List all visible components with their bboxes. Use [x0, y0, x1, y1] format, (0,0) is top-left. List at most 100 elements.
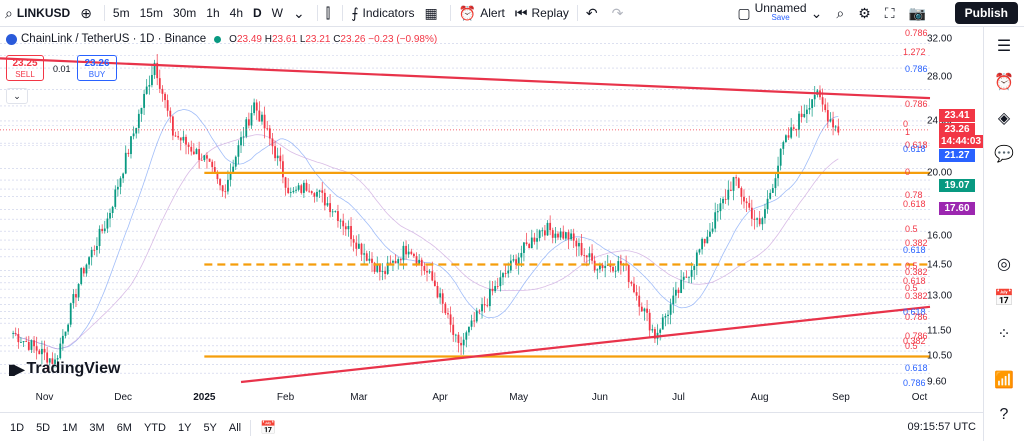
candle: [255, 99, 258, 120]
range-6m[interactable]: 6M: [116, 421, 132, 434]
candle: [811, 99, 814, 117]
alerts-icon[interactable]: ⏰: [994, 74, 1014, 91]
top-toolbar: ⌕ LINKUSD ⊕ 5m 15m 30m 1h 4h D W ⌄ ⫿ ⨍ I…: [0, 0, 1024, 27]
sell-button[interactable]: 23.25 SELL: [6, 55, 44, 81]
candle: [805, 104, 808, 124]
fib-level-label: 0.786: [903, 378, 926, 388]
candle: [132, 126, 135, 140]
help-icon[interactable]: ?: [999, 406, 1009, 423]
candle-body: [158, 78, 161, 89]
snapshot-button[interactable]: 📷: [904, 0, 935, 26]
layers-icon[interactable]: ◈: [997, 110, 1011, 127]
buy-button[interactable]: 23.26 BUY: [77, 55, 117, 81]
replay-button[interactable]: ⏮ Replay: [510, 0, 574, 26]
candle-body: [337, 211, 339, 221]
candle: [439, 287, 442, 304]
bottom-toolbar: 1D 5D 1M 3M 6M YTD 1Y 5Y All 📅 09:15:57 …: [0, 412, 984, 442]
candle: [27, 335, 30, 351]
chart-type-button[interactable]: ⫿: [321, 0, 339, 26]
candle: [227, 170, 229, 195]
layout-name[interactable]: ▢ Unnamed Save ⌄: [732, 0, 831, 26]
streams-icon[interactable]: 📶: [994, 372, 1014, 389]
candle-body: [33, 340, 35, 347]
candle-body: [549, 222, 552, 231]
chat-icon[interactable]: 💬: [994, 146, 1014, 163]
price-tag: 14:44:03: [939, 135, 983, 148]
publish-button[interactable]: Publish: [954, 2, 1018, 24]
spread-value: 0.01: [53, 64, 71, 74]
candle: [342, 213, 345, 236]
clock[interactable]: 09:15:57 UTC: [907, 421, 976, 433]
interval-d[interactable]: D: [248, 0, 267, 26]
candle-body: [627, 264, 630, 282]
range-1d[interactable]: 1D: [10, 421, 25, 434]
candle-body: [378, 264, 381, 272]
fib-level-label: 0.618: [903, 307, 926, 317]
candle-body: [826, 110, 829, 122]
candle-body: [135, 127, 138, 134]
symbol-search[interactable]: ⌕ LINKUSD: [0, 0, 75, 26]
fullscreen-button[interactable]: ⛶: [880, 0, 904, 26]
undo-button[interactable]: ↶: [581, 0, 607, 26]
templates-button[interactable]: ▦: [420, 0, 447, 26]
candle-body: [418, 259, 421, 265]
interval-30m[interactable]: 30m: [168, 0, 201, 26]
fib-level-label: 0: [905, 167, 911, 177]
candle: [54, 353, 56, 368]
interval-5m[interactable]: 5m: [108, 0, 135, 26]
range-ytd[interactable]: YTD: [143, 421, 166, 434]
candle: [583, 248, 586, 263]
candle: [732, 176, 735, 201]
candle: [813, 85, 816, 107]
candle: [667, 310, 669, 325]
range-3m[interactable]: 3M: [89, 421, 105, 434]
interval-w[interactable]: W: [267, 0, 288, 26]
range-1y[interactable]: 1Y: [177, 421, 192, 434]
candle-body: [599, 264, 601, 270]
candle-body: [567, 232, 570, 240]
legend-collapse-button[interactable]: ⌄: [6, 88, 28, 104]
calendar-icon[interactable]: 📅: [994, 290, 1014, 307]
candle: [130, 136, 132, 159]
range-1m[interactable]: 1M: [62, 421, 78, 434]
range-all[interactable]: All: [228, 421, 242, 434]
time-axis[interactable]: Nov Dec 2025 Feb Mar Apr May Jun Jul Aug Sep Oct: [0, 392, 928, 406]
candle: [232, 159, 235, 173]
apps-icon[interactable]: ⁘: [997, 326, 1011, 343]
redo-button[interactable]: ↷: [607, 0, 633, 26]
alert-button[interactable]: ⏰ Alert: [454, 0, 510, 26]
candle-body: [130, 136, 132, 155]
price-chart[interactable]: [0, 0, 984, 412]
candle-body: [580, 242, 583, 256]
price-scale[interactable]: 32.0028.0024.0020.0016.0014.5013.0011.50…: [895, 27, 983, 407]
indicators-button[interactable]: ⨍ Indicators: [346, 0, 419, 26]
interval-label: 4h: [229, 6, 243, 20]
candle-body: [284, 177, 287, 188]
candle-body: [43, 348, 46, 353]
candle-body: [360, 243, 363, 255]
candle: [837, 118, 840, 136]
candle-body: [735, 177, 738, 179]
watchlist-icon[interactable]: ☰: [996, 38, 1012, 55]
range-5d[interactable]: 5D: [36, 421, 51, 434]
candle-body: [46, 352, 49, 363]
interval-1h[interactable]: 1h: [201, 0, 224, 26]
candle: [200, 153, 203, 161]
interval-dropdown[interactable]: ⌄: [288, 0, 314, 26]
settings-button[interactable]: ⚙: [853, 0, 880, 26]
close-value: 23.26: [340, 33, 366, 45]
ohlc-values: O23.49 H23.61 L23.21 C23.26 −0.23 (−0.98…: [229, 34, 437, 45]
hotlists-icon[interactable]: ◎: [997, 256, 1011, 273]
tradingview-logo: ▮▶ TradingView: [8, 360, 120, 378]
range-5y[interactable]: 5Y: [203, 421, 217, 434]
calendar-icon: 📅: [260, 419, 277, 435]
compare-button[interactable]: ⊕: [75, 0, 101, 26]
interval-4h[interactable]: 4h: [225, 0, 248, 26]
candle-body: [111, 206, 114, 214]
quick-search-button[interactable]: ⌕: [831, 0, 853, 26]
candle-body: [564, 232, 567, 239]
interval-15m[interactable]: 15m: [135, 0, 168, 26]
candle: [688, 276, 690, 284]
date-range-button[interactable]: 📅: [254, 420, 282, 436]
candle-body: [399, 259, 402, 261]
